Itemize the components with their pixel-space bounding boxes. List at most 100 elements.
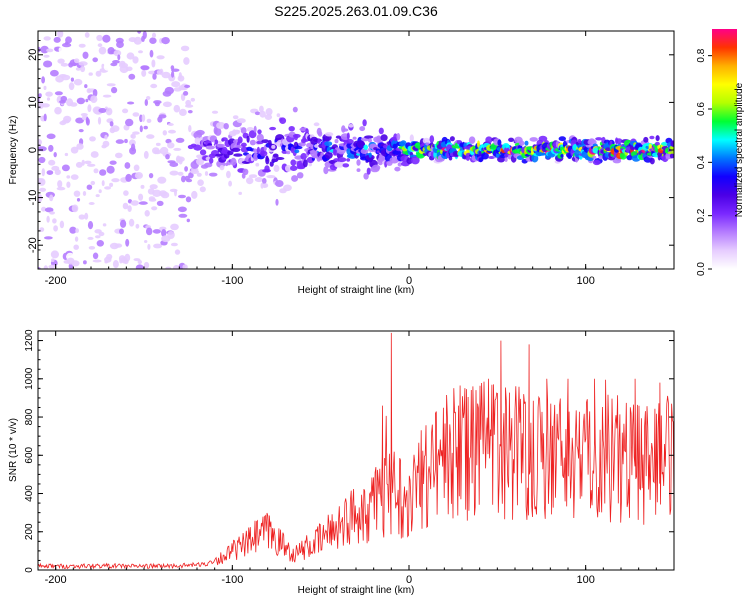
heatmap-cell: [104, 186, 112, 190]
heatmap-cell: [531, 154, 539, 163]
heatmap-cell: [234, 129, 240, 135]
heatmap-cell: [615, 138, 623, 145]
heatmap-cell: [54, 169, 61, 176]
heatmap-cell: [53, 225, 58, 232]
heatmap-cell: [324, 132, 334, 137]
snr-x-tick-label: -100: [221, 574, 243, 586]
heatmap-cell: [152, 32, 156, 38]
heatmap-cell: [194, 137, 201, 145]
heatmap-cell: [393, 133, 398, 142]
heatmap-cell: [92, 259, 102, 263]
heatmap-cell: [162, 101, 172, 108]
heatmap-cell: [38, 46, 41, 53]
heatmap-cell: [150, 83, 158, 89]
heatmap-cell: [255, 162, 260, 167]
heatmap-cell: [138, 193, 144, 201]
heatmap-cell: [102, 94, 112, 98]
heatmap-cell: [102, 140, 110, 148]
heatmap-cell: [269, 126, 276, 131]
heatmap-cell: [142, 31, 147, 39]
heatmap-cell: [497, 139, 502, 146]
heatmap-cell: [269, 161, 274, 167]
heatmap-cell: [249, 139, 256, 146]
snr-y-tick-label: 600: [24, 447, 35, 464]
heatmap-cell: [43, 36, 51, 41]
heatmap-cell: [132, 131, 140, 135]
heatmap-cell: [170, 223, 179, 231]
heatmap-cell: [128, 73, 136, 80]
heatmap-cell: [85, 118, 90, 126]
heatmap-cell: [334, 139, 339, 144]
heatmap-cell: [195, 129, 205, 136]
heatmap-cell: [126, 52, 135, 60]
heatmap-cell: [268, 139, 272, 146]
heatmap-cell: [161, 229, 167, 237]
heatmap-cell: [174, 249, 181, 255]
heatmap-cell: [165, 266, 172, 269]
heatmap-cell: [162, 130, 167, 136]
heatmap-cell: [88, 202, 95, 205]
heatmap-cell: [409, 134, 414, 143]
heatmap-cell: [78, 129, 84, 133]
heatmap-cell: [149, 37, 157, 44]
heatmap-cell: [59, 220, 65, 229]
heatmap-cell: [296, 172, 304, 179]
heatmap-cell: [83, 260, 87, 265]
heatmap-cell: [266, 175, 276, 179]
heatmap-cell: [207, 143, 213, 147]
heatmap-cell: [468, 136, 476, 144]
heatmap-cell: [211, 110, 219, 114]
heatmap-cell: [265, 108, 273, 116]
heatmap-cell: [82, 191, 87, 196]
heatmap-cell: [205, 145, 215, 150]
heatmap-cell: [214, 127, 222, 136]
heatmap-cell: [41, 76, 45, 84]
heatmap-cell: [98, 231, 105, 237]
heatmap-cell: [190, 169, 200, 174]
heatmap-cell: [154, 101, 160, 107]
heatmap-cell: [73, 78, 83, 86]
heatmap-cell: [82, 51, 89, 59]
heatmap-cell: [92, 57, 98, 63]
heatmap-cell: [167, 123, 174, 126]
heatmap-cell: [112, 60, 120, 64]
heatmap-cell: [308, 162, 313, 167]
spectrogram-blobs: [38, 31, 674, 269]
heatmap-cell: [46, 97, 51, 101]
heatmap-cell: [449, 136, 455, 142]
heatmap-cell: [144, 99, 148, 106]
heatmap-cell: [71, 260, 80, 267]
heatmap-cell: [259, 105, 264, 113]
heatmap-cell: [257, 129, 262, 135]
spectrogram-x-tick-label: 0: [406, 275, 412, 287]
heatmap-cell: [133, 164, 140, 172]
colorbar: 0.0 0.2 0.4 0.6 0.8 Normalized spectral ampl…: [696, 29, 745, 276]
heatmap-cell: [317, 138, 321, 144]
heatmap-cell: [138, 201, 148, 205]
heatmap-cell: [43, 85, 47, 90]
heatmap-cell: [57, 58, 65, 64]
heatmap-cell: [80, 113, 88, 117]
heatmap-cell: [348, 124, 354, 128]
heatmap-cell: [170, 242, 178, 247]
heatmap-cell: [130, 200, 139, 206]
heatmap-cell: [190, 97, 195, 102]
heatmap-cell: [125, 173, 132, 182]
heatmap-cell: [115, 139, 125, 144]
heatmap-cell: [538, 151, 545, 156]
heatmap-cell: [94, 173, 100, 179]
heatmap-cell: [237, 136, 243, 144]
heatmap-cell: [187, 110, 193, 114]
heatmap-cell: [109, 182, 114, 187]
spectrogram-heatmap: [38, 31, 674, 269]
snr-y-tick-label: 1000: [24, 367, 35, 390]
heatmap-cell: [95, 194, 100, 198]
snr-x-tick-label: 100: [576, 574, 594, 586]
heatmap-cell: [228, 180, 233, 187]
heatmap-cell: [44, 236, 53, 240]
heatmap-cell: [667, 151, 674, 155]
heatmap-cell: [371, 164, 381, 171]
heatmap-cell: [146, 96, 151, 100]
